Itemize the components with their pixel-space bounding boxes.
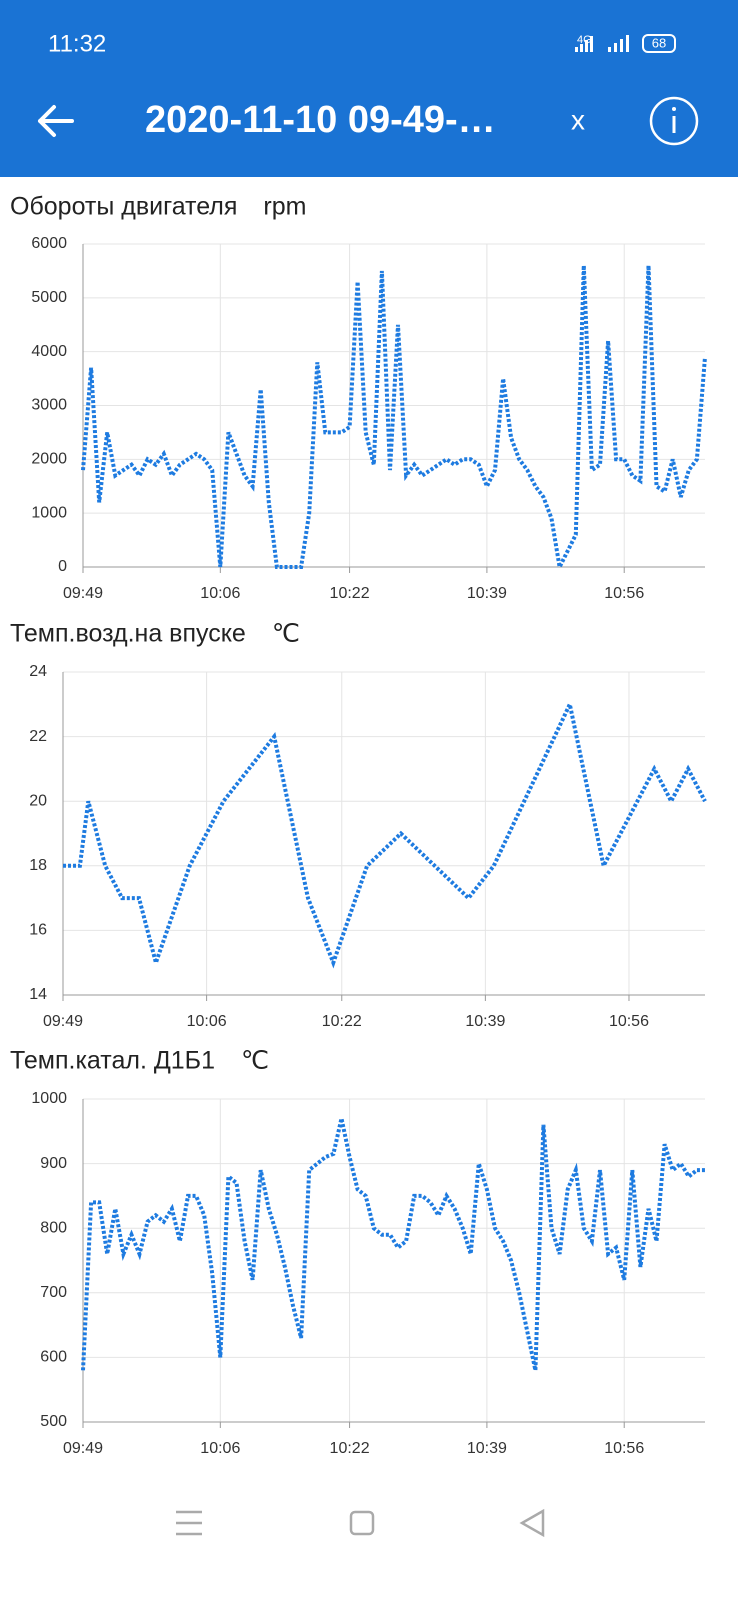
y-tick-label: 18 xyxy=(29,857,47,874)
back-button[interactable] xyxy=(38,105,74,137)
y-tick-label: 3000 xyxy=(31,397,67,414)
y-tick-label: 14 xyxy=(29,986,47,1003)
app-header xyxy=(0,0,738,177)
y-tick-label: 900 xyxy=(40,1155,67,1172)
y-tick-label: 1000 xyxy=(31,1090,67,1107)
nav-bar xyxy=(176,1508,545,1538)
y-tick-label: 4000 xyxy=(31,343,67,360)
chart-title: Обороты двигателя xyxy=(10,193,237,221)
x-tick-label: 10:56 xyxy=(609,1013,649,1030)
network-type: 4G xyxy=(577,34,592,46)
battery-level: 68 xyxy=(652,35,666,50)
y-tick-label: 16 xyxy=(29,922,47,939)
x-tick-label: 10:06 xyxy=(200,585,240,602)
x-tick-label: 10:22 xyxy=(330,585,370,602)
info-button[interactable] xyxy=(649,96,699,146)
chart-unit: ℃ xyxy=(241,1047,269,1075)
y-tick-label: 6000 xyxy=(31,235,67,252)
data-line xyxy=(63,698,707,970)
status-time: 11:32 xyxy=(48,30,106,57)
chart-title: Темп.возд.на впуске xyxy=(10,620,246,648)
x-tick-label: 09:49 xyxy=(63,1440,103,1457)
x-tick-label: 10:39 xyxy=(467,1440,507,1457)
chart-title: Темп.катал. Д1Б1 xyxy=(10,1047,215,1075)
y-tick-label: 0 xyxy=(58,558,67,575)
nav-back[interactable] xyxy=(519,1508,545,1538)
x-tick-label: 10:22 xyxy=(330,1440,370,1457)
x-tick-label: 10:06 xyxy=(200,1440,240,1457)
y-tick-label: 500 xyxy=(40,1413,67,1430)
x-tick-label: 10:22 xyxy=(322,1013,362,1030)
x-tick-label: 10:39 xyxy=(465,1013,505,1030)
battery-icon xyxy=(642,34,676,53)
x-tick-label: 10:56 xyxy=(604,1440,644,1457)
y-tick-label: 24 xyxy=(29,663,47,680)
chart-unit: rpm xyxy=(263,193,306,221)
y-tick-label: 600 xyxy=(40,1349,67,1366)
nav-menu[interactable] xyxy=(176,1510,202,1536)
y-tick-label: 2000 xyxy=(31,451,67,468)
x-tick-label: 10:06 xyxy=(187,1013,227,1030)
x-tick-label: 10:56 xyxy=(604,585,644,602)
y-tick-label: 5000 xyxy=(31,289,67,306)
data-line xyxy=(81,265,707,574)
signal-icons xyxy=(575,35,629,52)
y-tick-label: 800 xyxy=(40,1219,67,1236)
x-tick-label: 09:49 xyxy=(63,585,103,602)
y-tick-label: 700 xyxy=(40,1284,67,1301)
chart-unit: ℃ xyxy=(272,620,300,648)
x-tick-label: 09:49 xyxy=(43,1013,83,1030)
nav-home[interactable] xyxy=(349,1510,375,1536)
x-tick-label: 10:39 xyxy=(467,585,507,602)
y-tick-label: 20 xyxy=(29,792,47,809)
close-button[interactable]: x xyxy=(571,104,585,135)
data-line xyxy=(81,1117,705,1371)
y-tick-label: 1000 xyxy=(31,504,67,521)
y-tick-label: 22 xyxy=(29,728,47,745)
app-title: 2020-11-10 09-49-… xyxy=(145,99,496,141)
